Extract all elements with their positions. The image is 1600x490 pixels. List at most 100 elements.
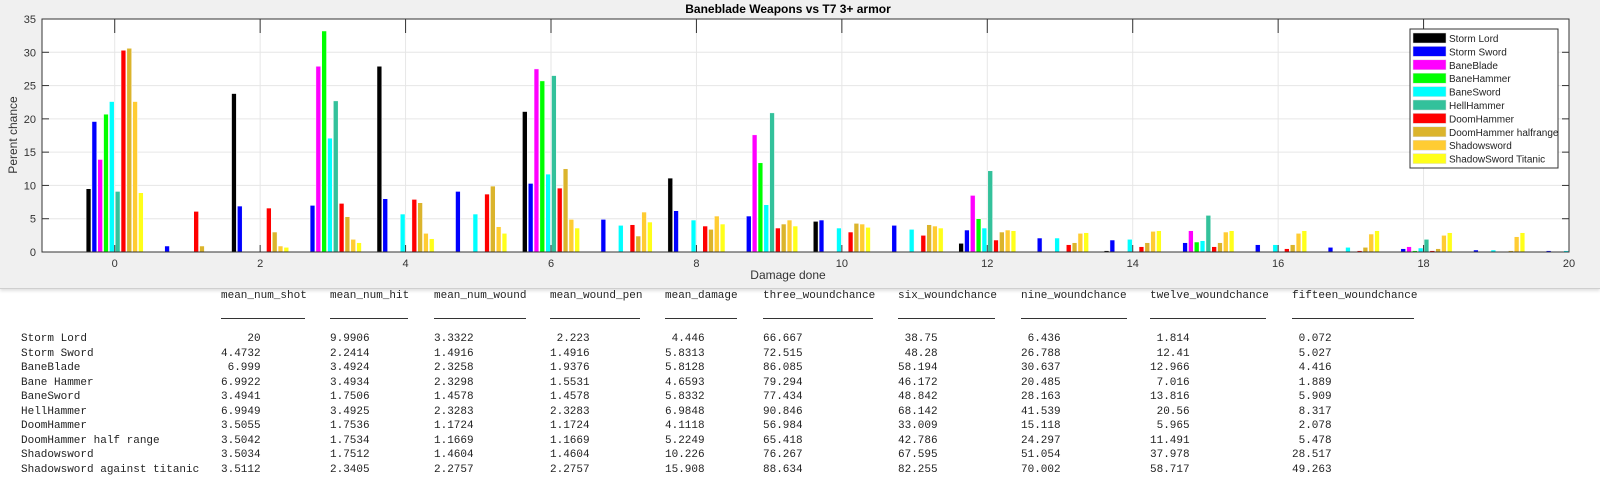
legend-swatch: [1412, 113, 1447, 124]
table-cell: 1.4604: [434, 449, 474, 461]
table-cell: 2.3283: [434, 405, 474, 418]
bar: [1071, 242, 1078, 253]
table-cell: 58.194: [898, 362, 938, 374]
bar: [338, 203, 345, 253]
bar: [484, 193, 490, 253]
x-tick-label: 10: [836, 258, 848, 270]
x-tick-label: 2: [257, 258, 263, 270]
bar: [719, 223, 726, 253]
bar: [999, 231, 1005, 253]
bar: [1223, 231, 1229, 253]
table-cell: 20.485: [1021, 376, 1061, 389]
table-cell: 2.3298: [434, 376, 474, 389]
bar: [1327, 247, 1334, 253]
bar: [641, 211, 647, 253]
header-underline: [763, 318, 873, 319]
table-cell: 6.436: [1021, 333, 1061, 345]
bar: [277, 245, 284, 253]
bar: [836, 227, 842, 253]
legend-swatch: [1412, 72, 1447, 84]
table-cell: 10.226: [665, 449, 705, 461]
x-tick-label: 18: [1417, 258, 1429, 270]
figure-window: 0 5 10 15 20 25 30 35 0 2 4 6 8 10 12 14 16 18 20 Baneblad…: [0, 0, 1600, 289]
bar: [1513, 236, 1520, 253]
header-underline: [1292, 318, 1414, 319]
bar: [618, 225, 624, 253]
table-cell: 20.56: [1150, 405, 1190, 418]
bar: [545, 173, 551, 253]
bar: [1423, 239, 1430, 253]
bar: [574, 227, 580, 253]
bar: [114, 191, 121, 253]
table-cell: 13.816: [1150, 391, 1190, 403]
bar: [126, 48, 132, 253]
table-cell: 15.118: [1021, 420, 1061, 432]
table-cell: 5.478: [1292, 434, 1332, 447]
column-header: twelve_woundchance: [1150, 290, 1269, 302]
bar: [132, 101, 138, 253]
table-cell: 82.255: [898, 463, 938, 476]
bar: [1441, 235, 1447, 253]
bar: [786, 219, 793, 253]
bar: [1447, 232, 1453, 253]
table-cell: 3.4934: [330, 376, 370, 389]
table-cell: 58.717: [1150, 463, 1190, 476]
plot-area: [42, 19, 1569, 252]
legend: Storm Lord Storm Sword BaneBlade BaneHammer…: [1409, 28, 1559, 169]
header-underline: [1021, 318, 1127, 319]
table-cell: 1.9376: [550, 362, 590, 374]
bar: [309, 205, 316, 253]
chart-title: Baneblade Weapons vs T7 3+ armor: [685, 2, 891, 16]
header-underline: [330, 318, 408, 319]
bar: [981, 227, 988, 253]
bar: [1144, 242, 1150, 253]
header-underline: [1150, 318, 1266, 319]
bar: [266, 207, 272, 253]
axes: 0 5 10 15 20 25 30 35 0 2 4 6 8 10 12 14 16 18 20: [24, 14, 1575, 270]
bar: [1150, 231, 1156, 253]
bar: [769, 112, 775, 253]
y-axis-label: Perent chance: [6, 96, 20, 174]
table-cell: 1.1669: [550, 434, 590, 447]
bar: [757, 162, 764, 253]
bar: [702, 225, 708, 253]
bar: [1054, 237, 1060, 253]
table-cell: 1.7536: [330, 420, 370, 432]
table-cell: 1.889: [1292, 376, 1332, 389]
bar: [91, 121, 98, 253]
table-cell: 37.978: [1150, 449, 1190, 461]
table-cell: 4.4732: [221, 347, 261, 360]
bar: [909, 229, 915, 253]
bar: [164, 245, 170, 253]
column-header: three_woundchance: [763, 290, 876, 302]
header-underline: [665, 318, 737, 319]
bar: [926, 224, 932, 253]
table-cell: 6.9922: [221, 376, 261, 389]
x-tick-label: 20: [1563, 258, 1575, 270]
legend-swatch: [1412, 139, 1447, 151]
legend-swatch: [1412, 153, 1447, 164]
bar: [1188, 230, 1194, 253]
bar: [1418, 247, 1424, 253]
table-cell: 1.4604: [550, 449, 590, 461]
bar: [283, 247, 289, 253]
bar: [400, 213, 406, 253]
bar: [376, 66, 383, 253]
bar: [522, 111, 528, 253]
table-cell: 1.4916: [550, 347, 590, 360]
y-tick-label: 10: [24, 180, 36, 192]
table-cell: 38.75: [898, 333, 938, 345]
y-tick-label: 20: [24, 114, 36, 126]
bar: [1077, 233, 1084, 253]
table-cell: 12.41: [1150, 347, 1190, 360]
table-cell: 1.4578: [550, 391, 590, 403]
bar: [455, 191, 461, 253]
bar: [551, 75, 557, 253]
bar: [958, 243, 964, 253]
bar: [932, 225, 938, 253]
bar: [891, 225, 897, 253]
table-cell: 3.4941: [221, 391, 261, 403]
table-cell: 1.1724: [434, 420, 474, 432]
table-cell: 65.418: [763, 434, 803, 447]
row-name: DoomHammer half range: [21, 434, 160, 447]
